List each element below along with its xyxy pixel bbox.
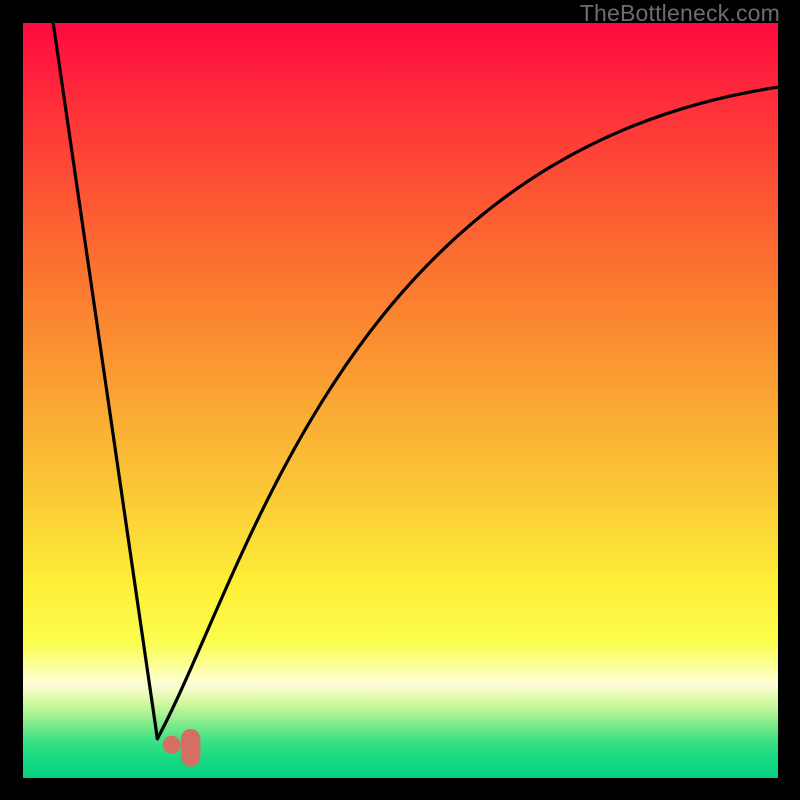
- heat-gradient: [23, 23, 778, 778]
- watermark-text: TheBottleneck.com: [580, 0, 780, 27]
- gradient-plot-area: [23, 23, 778, 778]
- chart-frame: [23, 23, 778, 778]
